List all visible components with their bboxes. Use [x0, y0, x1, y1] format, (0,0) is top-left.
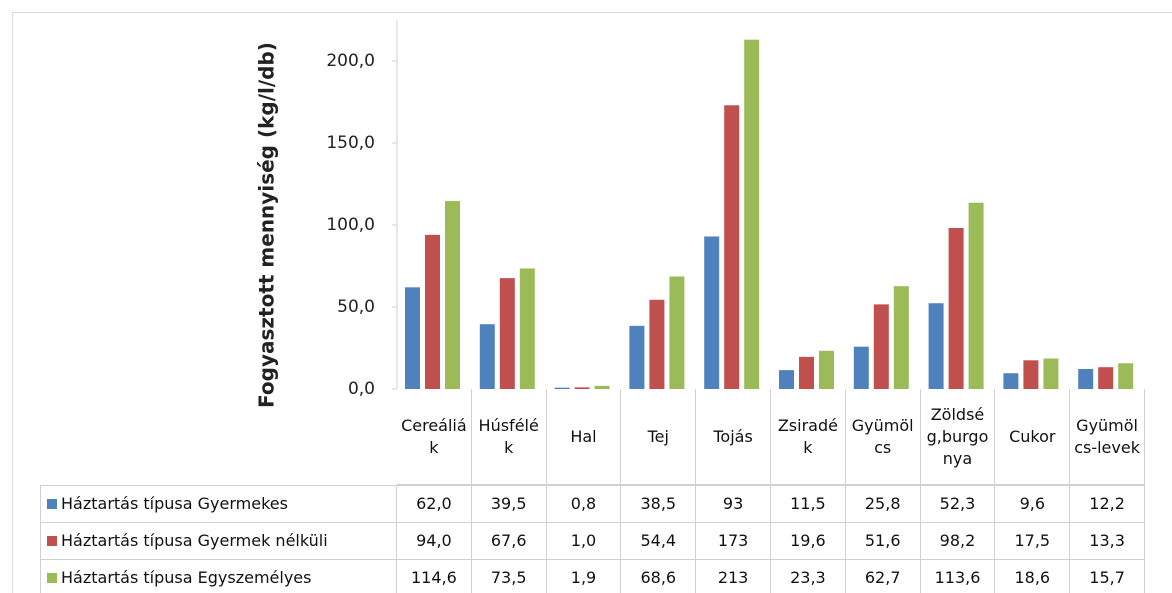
category-label: Zsiradék — [771, 389, 846, 485]
bar — [873, 304, 889, 389]
y-tick-label: 100,0 — [326, 215, 375, 235]
table-value: 12,2 — [1070, 485, 1145, 523]
category-label: Hal — [546, 389, 622, 485]
table-value: 62,0 — [397, 485, 472, 523]
bar — [519, 268, 535, 389]
bar — [1023, 360, 1039, 389]
bar — [629, 325, 645, 389]
bar — [1118, 363, 1134, 389]
bar — [405, 287, 420, 389]
bar — [649, 299, 665, 389]
table-value: 98,2 — [920, 522, 996, 560]
table-value: 11,5 — [771, 485, 846, 523]
bar — [1003, 373, 1019, 389]
table-value: 17,5 — [995, 522, 1071, 560]
bar — [948, 227, 964, 389]
legend-swatch — [47, 535, 57, 546]
y-tick-label: 200,0 — [326, 51, 375, 71]
legend-label: Háztartás típusa Egyszemélyes — [61, 568, 312, 588]
category-label: Tojás — [696, 389, 771, 485]
legend-swatch — [47, 573, 57, 584]
bar — [893, 286, 909, 389]
bar — [574, 387, 590, 389]
table-value: 93 — [696, 485, 771, 523]
table-value: 15,7 — [1070, 560, 1145, 593]
table-value: 62,7 — [846, 560, 921, 593]
bar — [594, 385, 610, 389]
bar — [724, 105, 740, 389]
bar — [968, 202, 984, 389]
table-value: 0,8 — [546, 485, 622, 523]
table-value: 113,6 — [921, 560, 996, 593]
category-label: Gyümölcs — [845, 389, 921, 485]
bar — [425, 234, 440, 389]
bar — [744, 39, 760, 390]
category-label: Cukor — [995, 389, 1071, 485]
table-value: 52,3 — [920, 485, 996, 523]
y-axis-title: Fogyasztott mennyiség (kg/l/db) — [255, 42, 279, 408]
category-label: Gyümölcs-levek — [1070, 389, 1145, 485]
bar — [479, 324, 495, 389]
table-value: 68,6 — [621, 560, 697, 593]
bar — [1098, 367, 1114, 389]
legend-entry: Háztartás típusa Egyszemélyes — [40, 560, 397, 593]
table-value: 94,0 — [397, 522, 472, 560]
table-value: 51,6 — [845, 522, 921, 560]
table-value: 114,6 — [397, 560, 472, 593]
table-value: 23,3 — [771, 560, 846, 593]
table-value: 9,6 — [995, 485, 1071, 523]
legend-swatch — [47, 498, 57, 509]
legend-label: Háztartás típusa Gyermek nélküli — [61, 530, 328, 550]
table-value: 39,5 — [471, 485, 547, 523]
bar — [554, 387, 570, 389]
table-value: 1,0 — [546, 522, 622, 560]
bar — [819, 350, 834, 389]
table-value: 73,5 — [472, 560, 547, 593]
legend-entry: Háztartás típusa Gyermekes — [40, 485, 397, 523]
bar — [445, 201, 460, 389]
bar — [799, 356, 814, 389]
bar — [499, 278, 515, 389]
legend-label: Háztartás típusa Gyermekes — [61, 493, 288, 513]
table-value: 173 — [696, 522, 771, 560]
y-tick-label: 150,0 — [326, 133, 375, 153]
bar — [1078, 368, 1094, 389]
chart-border — [12, 12, 1172, 593]
bar — [1043, 358, 1059, 389]
bar — [669, 276, 685, 389]
table-value: 18,6 — [995, 560, 1071, 593]
table-value: 25,8 — [845, 485, 921, 523]
table-value: 54,4 — [621, 522, 697, 560]
bar — [704, 236, 720, 389]
table-value: 213 — [696, 560, 771, 593]
category-label: Tej — [621, 389, 697, 485]
category-label: Cereáliák — [397, 389, 472, 485]
table-value: 67,6 — [471, 522, 547, 560]
category-label: Húsfélék — [471, 389, 547, 485]
category-label: Zöldség,burgonya — [920, 389, 996, 485]
y-tick-label: 0,0 — [348, 379, 375, 399]
bar — [928, 303, 944, 389]
table-value: 38,5 — [621, 485, 697, 523]
y-tick-label: 50,0 — [337, 297, 375, 317]
table-value: 13,3 — [1070, 522, 1145, 560]
legend-entry: Háztartás típusa Gyermek nélküli — [40, 522, 397, 560]
bar — [779, 370, 794, 389]
bar — [853, 346, 869, 389]
table-value: 1,9 — [547, 560, 622, 593]
table-value: 19,6 — [771, 522, 846, 560]
